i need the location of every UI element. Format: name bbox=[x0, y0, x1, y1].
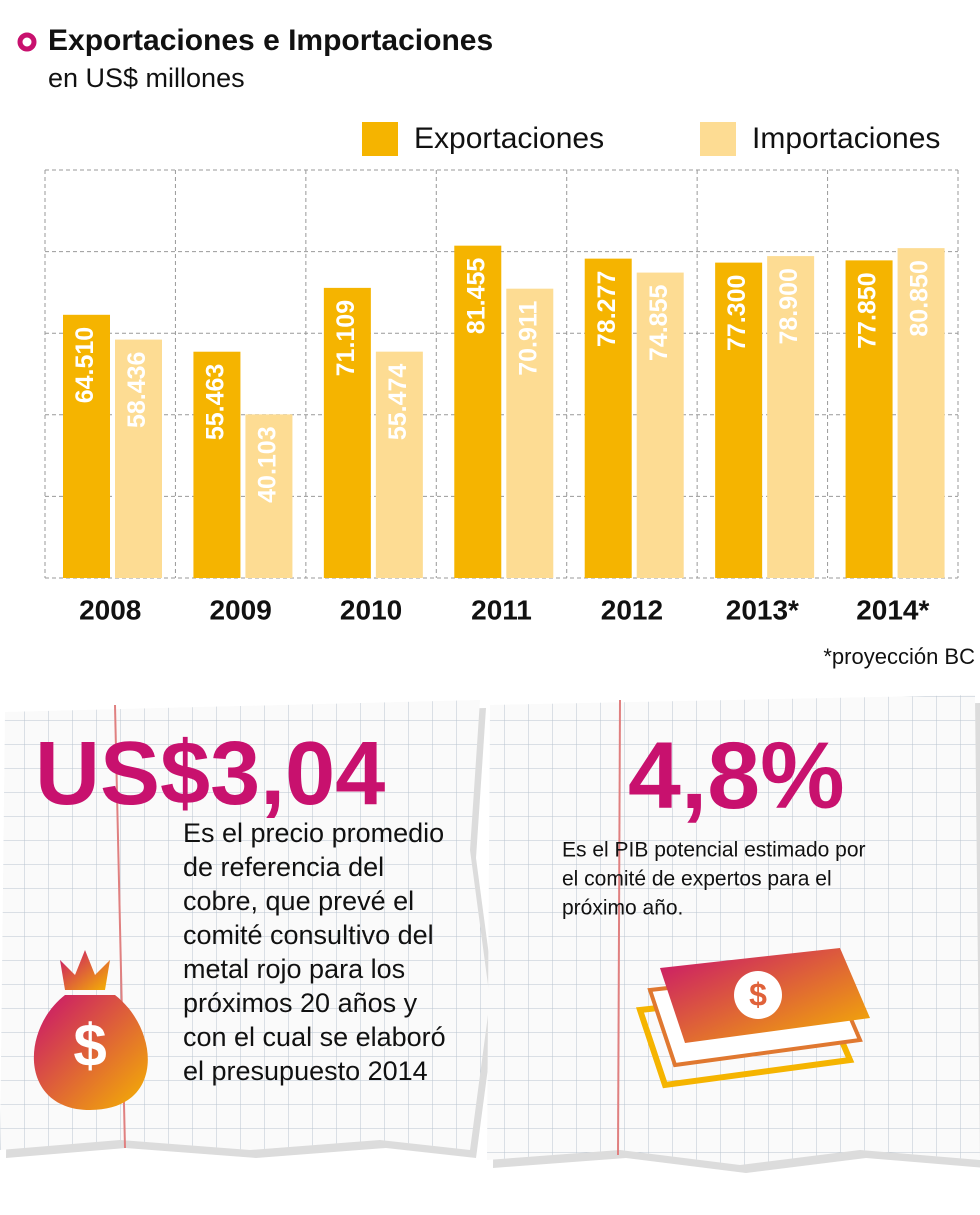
bar bbox=[323, 287, 371, 578]
x-tick-label: 2010 bbox=[340, 594, 402, 625]
bar bbox=[715, 262, 763, 578]
x-tick-label: 2014* bbox=[856, 594, 929, 625]
legend-swatch bbox=[362, 122, 398, 156]
value-label: 77.300 bbox=[723, 275, 751, 351]
svg-text:$: $ bbox=[749, 976, 767, 1012]
value-label: 78.277 bbox=[593, 271, 621, 347]
legend-label: Exportaciones bbox=[414, 122, 604, 155]
bar bbox=[454, 245, 502, 578]
legend-swatch bbox=[700, 122, 736, 156]
value-label: 40.103 bbox=[254, 426, 282, 502]
bar bbox=[584, 258, 632, 578]
bullet bbox=[17, 32, 37, 52]
value-label: 55.474 bbox=[384, 364, 412, 441]
value-label: 58.436 bbox=[123, 352, 151, 428]
bar bbox=[245, 414, 293, 578]
value-label: 74.855 bbox=[645, 284, 673, 361]
bar bbox=[636, 272, 684, 578]
value-label: 80.850 bbox=[906, 260, 934, 336]
card-text: el comité de expertos para el bbox=[562, 868, 832, 891]
x-tick-label: 2009 bbox=[209, 594, 271, 625]
footnote: *proyección BC bbox=[823, 644, 975, 669]
card-value: 4,8% bbox=[628, 723, 845, 829]
card-text: metal rojo para los bbox=[183, 954, 405, 984]
svg-text:$: $ bbox=[73, 1012, 106, 1079]
bar bbox=[767, 256, 815, 578]
bar bbox=[115, 339, 162, 578]
value-label: 71.109 bbox=[332, 300, 360, 376]
subtitle: en US$ millones bbox=[48, 63, 245, 93]
value-label: 55.463 bbox=[202, 364, 230, 440]
bar bbox=[63, 314, 110, 578]
x-tick-label: 2008 bbox=[79, 594, 141, 625]
bar bbox=[193, 351, 241, 578]
card-text: cobre, que prevé el bbox=[183, 886, 414, 916]
value-label: 64.510 bbox=[71, 327, 99, 403]
bar bbox=[506, 288, 554, 578]
bar bbox=[375, 351, 423, 578]
card-text: próximo año. bbox=[562, 897, 683, 920]
card-text: de referencia del bbox=[183, 852, 384, 882]
legend-label: Importaciones bbox=[752, 122, 940, 155]
x-tick-label: 2012 bbox=[601, 594, 663, 625]
x-tick-label: 2013* bbox=[726, 594, 799, 625]
card-text: Es el PIB potencial estimado por bbox=[562, 839, 866, 862]
value-label: 70.911 bbox=[514, 301, 542, 376]
card-left: $ bbox=[0, 700, 496, 1158]
card-value: US$3,04 bbox=[35, 724, 385, 824]
x-tick-label: 2011 bbox=[471, 594, 532, 625]
value-label: 77.850 bbox=[854, 272, 882, 348]
value-label: 78.900 bbox=[775, 268, 803, 344]
card-text: próximos 20 años y bbox=[183, 988, 418, 1018]
bar bbox=[845, 260, 893, 578]
card-text: Es el precio promedio bbox=[183, 818, 444, 848]
chart: Exportaciones Importaciones 2008 64.510 58.4… bbox=[44, 122, 959, 625]
bar bbox=[897, 248, 945, 578]
value-label: 81.455 bbox=[462, 258, 490, 335]
card-right: $ bbox=[487, 695, 980, 1173]
card-text: el presupuesto 2014 bbox=[183, 1056, 428, 1086]
title: Exportaciones e Importaciones bbox=[48, 24, 493, 57]
card-text: comité consultivo del bbox=[183, 920, 434, 950]
card-text: con el cual se elaboró bbox=[183, 1022, 446, 1052]
